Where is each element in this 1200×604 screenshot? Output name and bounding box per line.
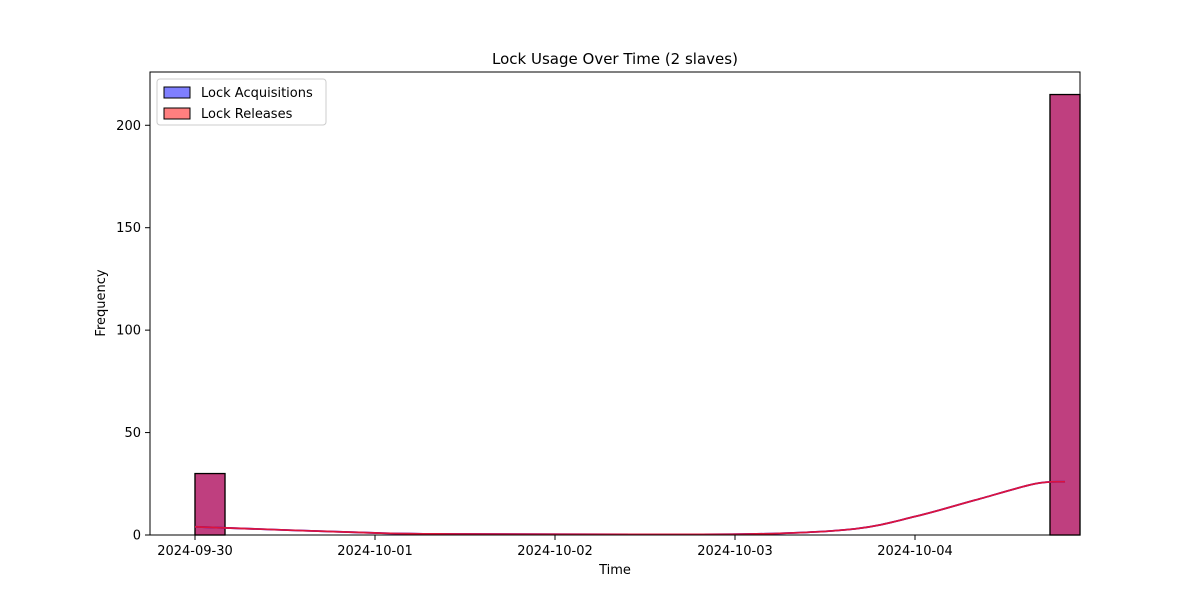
y-tick-label-3: 150	[116, 221, 141, 236]
chart-title: Lock Usage Over Time (2 slaves)	[492, 50, 738, 68]
plot-frame	[149, 71, 1081, 536]
y-axis-label: Frequency	[94, 269, 109, 336]
legend-label-0: Lock Acquisitions	[201, 86, 313, 101]
legend: Lock Acquisitions Lock Releases	[156, 78, 327, 126]
kde-line-1	[194, 480, 1066, 536]
kde-line-0	[194, 480, 1066, 536]
legend-swatch-1	[163, 107, 191, 120]
histogram-bar-1-0	[194, 472, 226, 536]
x-tick-label-3: 2024-10-03	[697, 544, 773, 559]
x-axis-label: Time	[598, 563, 631, 578]
legend-box	[156, 78, 327, 126]
kde-layer	[194, 480, 1066, 536]
y-axis-ticks: 0 50 100 150 200	[116, 119, 150, 544]
y-tick-label-4: 200	[116, 119, 141, 134]
histogram-bar-1-1	[1049, 93, 1081, 536]
bars-layer	[194, 93, 1081, 536]
legend-label-1: Lock Releases	[201, 107, 293, 122]
x-tick-label-4: 2024-10-04	[877, 544, 953, 559]
x-tick-label-0: 2024-09-30	[157, 544, 233, 559]
x-axis-ticks: 2024-09-30 2024-10-01 2024-10-02 2024-10-03…	[157, 535, 953, 559]
x-tick-label-2: 2024-10-02	[517, 544, 593, 559]
y-tick-label-0: 0	[133, 529, 141, 544]
y-tick-label-1: 50	[124, 426, 141, 441]
x-tick-label-1: 2024-10-01	[337, 544, 413, 559]
legend-swatch-0	[163, 86, 191, 99]
y-tick-label-2: 100	[116, 324, 141, 339]
